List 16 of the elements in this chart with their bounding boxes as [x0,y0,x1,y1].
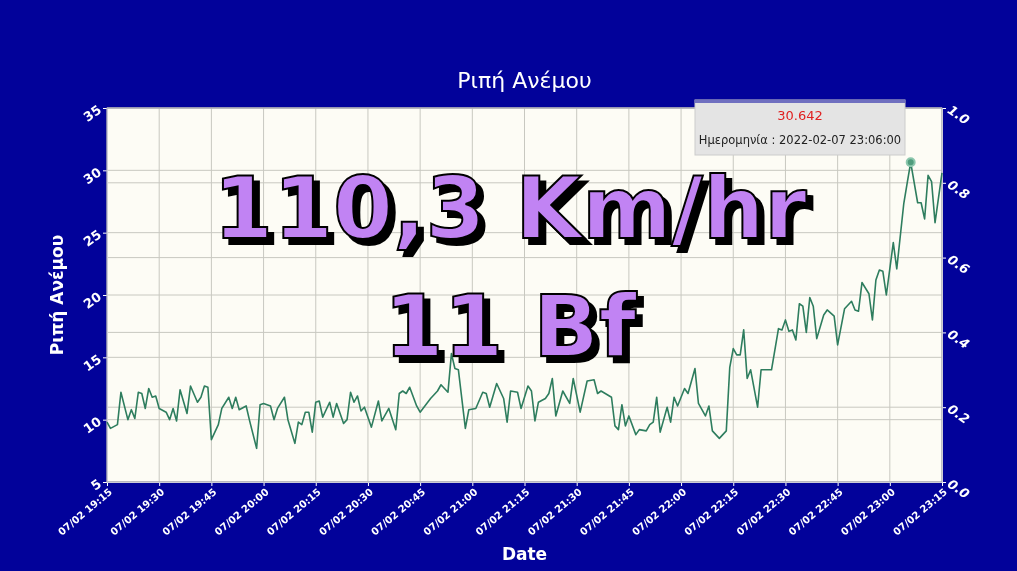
chart-title: Ριπή Ανέμου [457,68,592,93]
y-tick-label: 35 [80,102,105,125]
y2-tick-label: 1.0 [944,102,973,128]
y-tick-label: 20 [80,289,105,312]
y-tick-label: 30 [80,164,105,188]
y2-tick-label: 0.2 [944,401,973,427]
annotation: 30.642 [777,108,823,123]
y2-tick-label: 0.4 [944,326,973,352]
y-tick-label: 15 [80,351,105,375]
y-axis-title: Ριπή Ανέμου [47,234,67,356]
x-axis-title: Date [501,544,548,564]
annotation: Ημερομηνία : 2022-02-07 23:06:00 [698,133,902,147]
y-tick-label: 10 [80,413,105,437]
y-tick-label: 25 [80,226,105,250]
y2-tick-label: 0.6 [944,251,973,278]
y2-tick-label: 0.8 [944,176,973,203]
